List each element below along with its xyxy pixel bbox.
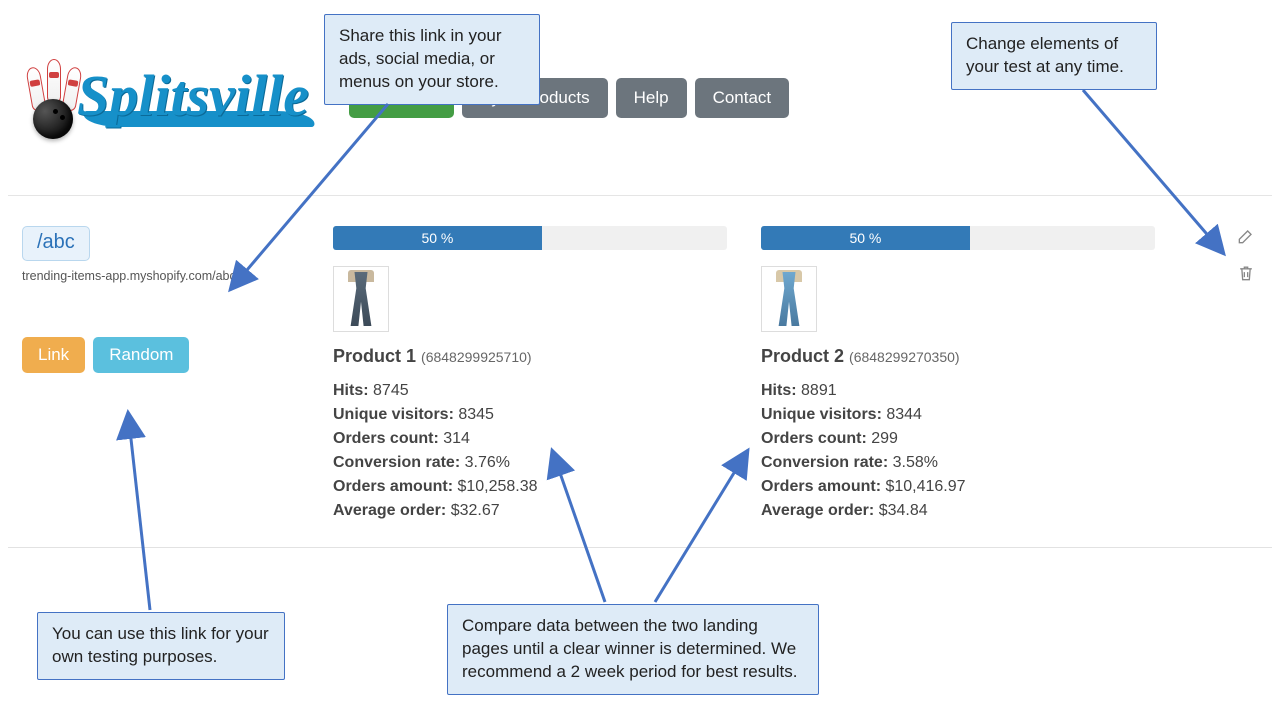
product-2-title: Product 2 (6848299270350) [761, 346, 1179, 367]
test-url: trending-items-app.myshopify.com/abc [22, 269, 333, 283]
product-2-unique: 8344 [886, 406, 922, 423]
callout-edit-test: Change elements of your test at any time… [951, 22, 1157, 90]
label-amount: Orders amount: [333, 478, 453, 495]
callout-random-link: You can use this link for your own testi… [37, 612, 285, 680]
product-2-amount: $10,416.97 [885, 478, 965, 495]
product-1-thumbnail[interactable] [333, 266, 389, 332]
logo-bowling-icon [25, 55, 85, 140]
logo-text: Splitsville [77, 62, 309, 129]
product-2-avg: $34.84 [879, 502, 928, 519]
test-link-panel: /abc trending-items-app.myshopify.com/ab… [18, 226, 333, 523]
callout-compare-data: Compare data between the two landing pag… [447, 604, 819, 695]
logo: Splitsville [25, 55, 309, 140]
test-row: /abc trending-items-app.myshopify.com/ab… [0, 196, 1280, 523]
product-variant-1: 50 % Product 1 (6848299925710) Hits: 874… [333, 226, 761, 523]
label-avg: Average order: [333, 502, 446, 519]
label-orders: Orders count: [333, 430, 439, 447]
product-2-orders: 299 [871, 430, 898, 447]
product-1-amount: $10,258.38 [457, 478, 537, 495]
product-1-name: Product 1 [333, 346, 416, 366]
slug-pill[interactable]: /abc [22, 226, 90, 261]
contact-button[interactable]: Contact [695, 78, 790, 118]
label-unique: Unique visitors: [333, 406, 454, 423]
product-2-hits: 8891 [801, 382, 837, 399]
row-actions [1236, 226, 1256, 288]
split-bar-2: 50 % [761, 226, 1155, 250]
product-1-title: Product 1 (6848299925710) [333, 346, 751, 367]
product-2-thumbnail[interactable] [761, 266, 817, 332]
product-1-avg: $32.67 [451, 502, 500, 519]
label-cvr: Conversion rate: [333, 454, 460, 471]
edit-icon[interactable] [1236, 226, 1256, 251]
callout-share-link: Share this link in your ads, social medi… [324, 14, 540, 105]
product-2-id: (6848299270350) [849, 349, 960, 365]
product-1-orders: 314 [443, 430, 470, 447]
product-variant-2: 50 % Product 2 (6848299270350) Hits: 889… [761, 226, 1189, 523]
product-2-stats: Hits: 8891 Unique visitors: 8344 Orders … [761, 379, 1179, 523]
random-button[interactable]: Random [93, 337, 189, 373]
row-divider [8, 547, 1272, 548]
delete-icon[interactable] [1236, 263, 1256, 288]
label-hits: Hits: [333, 382, 369, 399]
product-1-id: (6848299925710) [421, 349, 532, 365]
split-bar-2-fill: 50 % [761, 226, 970, 250]
product-2-cvr: 3.58% [893, 454, 938, 471]
product-1-cvr: 3.76% [465, 454, 510, 471]
product-1-unique: 8345 [458, 406, 494, 423]
link-button[interactable]: Link [22, 337, 85, 373]
help-button[interactable]: Help [616, 78, 687, 118]
product-2-name: Product 2 [761, 346, 844, 366]
product-1-hits: 8745 [373, 382, 409, 399]
split-bar-1: 50 % [333, 226, 727, 250]
split-bar-1-fill: 50 % [333, 226, 542, 250]
product-1-stats: Hits: 8745 Unique visitors: 8345 Orders … [333, 379, 751, 523]
